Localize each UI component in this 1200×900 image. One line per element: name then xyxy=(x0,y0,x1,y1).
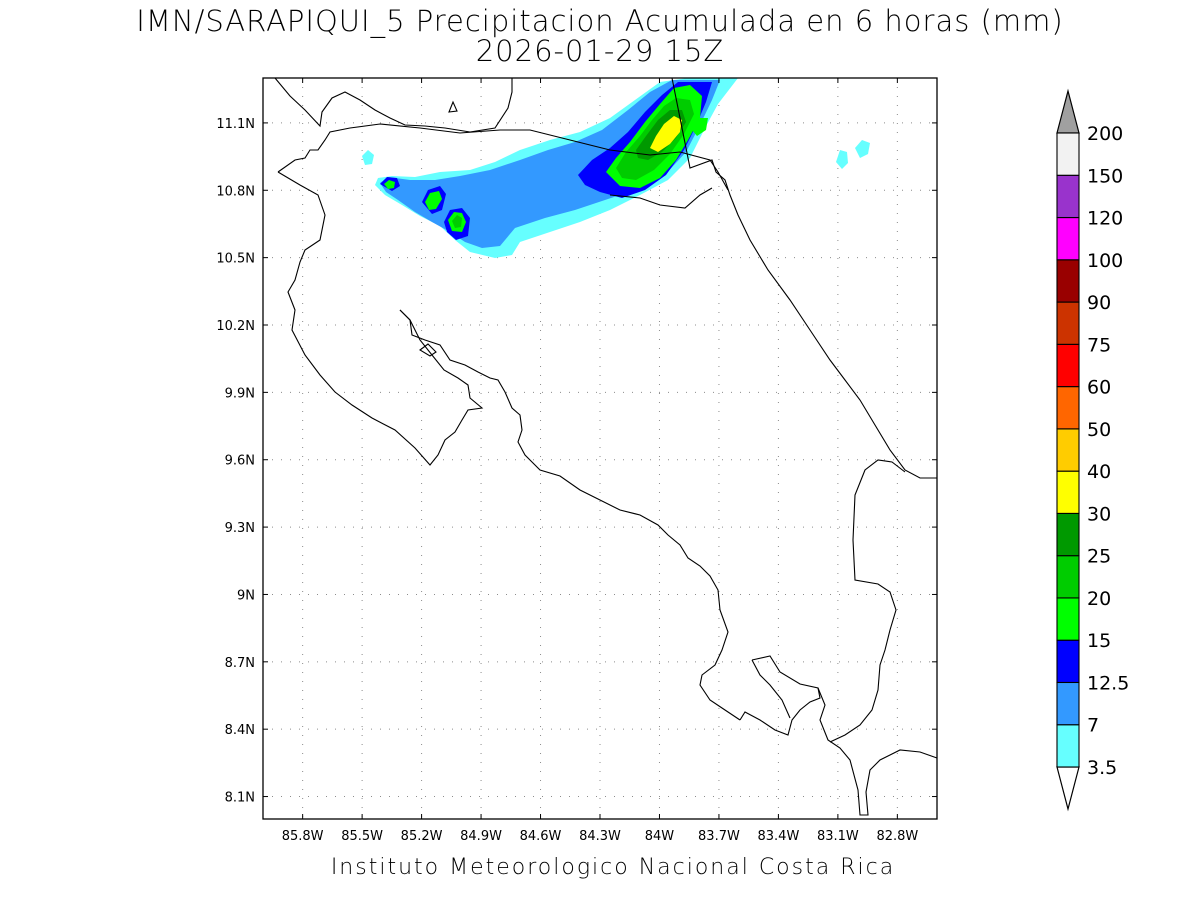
lon-tick-label: 85.5W xyxy=(341,829,383,844)
northeast-coast xyxy=(671,77,937,479)
lon-tick-label: 85.8W xyxy=(282,829,324,844)
lat-tick-label: 10.5N xyxy=(216,252,255,267)
colorbar-boxes xyxy=(1056,88,1080,812)
lake-island xyxy=(448,100,458,113)
colorbar-label: 40 xyxy=(1087,461,1111,483)
lon-tick-label: 83.1W xyxy=(817,829,859,844)
precip-contour-20-b xyxy=(452,215,462,228)
lat-tick-label: 8.1N xyxy=(225,791,255,806)
precip-contour-30 xyxy=(650,116,682,152)
colorbar-label: 60 xyxy=(1087,377,1111,399)
colorbar-label: 20 xyxy=(1087,588,1111,610)
precip-contour-3.5-d xyxy=(855,140,870,158)
lat-tick-label: 9.9N xyxy=(225,386,255,401)
colorbar-box xyxy=(1056,512,1080,557)
map-title: IMN/SARAPIQUI_5 Precipitacion Acumulada … xyxy=(136,4,1064,38)
colorbar-box xyxy=(1056,343,1080,388)
colorbar-box xyxy=(1056,681,1080,726)
colorbar-box xyxy=(1056,639,1080,684)
osa-peninsula xyxy=(739,655,821,736)
precip-contour-15-b xyxy=(425,191,442,210)
colorbar-label: 12.5 xyxy=(1087,672,1129,694)
lon-tick-label: 84.9W xyxy=(460,829,502,844)
colorbar-under-arrow xyxy=(1056,766,1080,812)
precip-contour-15-e xyxy=(692,118,708,136)
colorbar-box xyxy=(1056,724,1080,768)
colorbar-box xyxy=(1056,470,1080,514)
colorbar-box xyxy=(1056,132,1080,176)
map-axis-labels: 85.8W 85.5W 85.2W 84.9W 84.6W 84.3W 84W 83.7W 83… xyxy=(216,78,937,844)
colorbar-label: 7 xyxy=(1087,715,1099,737)
colorbar-label: 150 xyxy=(1087,165,1123,187)
coastline-layer xyxy=(274,77,938,816)
lon-tick-label: 85.2W xyxy=(401,829,443,844)
lat-tick-label: 9N xyxy=(237,588,255,603)
southern-border xyxy=(817,687,938,816)
colorbar-labels: 3.5 7 12.5 15 20 25 30 40 50 60 75 90 100 120 150 200 xyxy=(1087,123,1129,779)
colorbar-box xyxy=(1056,428,1080,472)
lat-tick-label: 11.1N xyxy=(216,117,255,132)
lon-tick-label: 84.3W xyxy=(579,829,621,844)
colorbar-box xyxy=(1056,216,1080,261)
colorbar-label: 200 xyxy=(1087,123,1123,145)
map-valid-time: 2026-01-29 15Z xyxy=(475,34,725,68)
lat-tick-label: 10.8N xyxy=(216,184,255,199)
colorbar-label: 30 xyxy=(1087,503,1111,525)
panama-border-north xyxy=(829,459,906,743)
nicaragua-lake-shore xyxy=(274,77,513,133)
precip-contour-7 xyxy=(380,80,720,248)
lat-tick-label: 8.7N xyxy=(225,656,255,671)
golfo-dulce xyxy=(751,659,791,719)
gulf-nicoya-island xyxy=(419,343,437,357)
precip-contour-3.5-c xyxy=(836,150,848,169)
pacific-coast-guanacaste xyxy=(277,171,484,466)
colorbar-label: 25 xyxy=(1087,546,1111,568)
colorbar-over-arrow xyxy=(1056,88,1080,134)
precip-contour-15-d xyxy=(384,180,395,189)
lat-tick-label: 10.2N xyxy=(216,319,255,334)
north-border xyxy=(277,123,729,191)
precip-contour-3.5-b xyxy=(362,150,374,165)
colorbar-label: 75 xyxy=(1087,334,1111,356)
colorbar-box xyxy=(1056,597,1080,641)
colorbar-box xyxy=(1056,555,1080,599)
lon-tick-label: 82.8W xyxy=(876,829,918,844)
colorbar-box xyxy=(1056,259,1080,303)
lat-tick-label: 9.6N xyxy=(225,454,255,469)
colorbar-label: 120 xyxy=(1087,208,1123,230)
lon-tick-label: 83.7W xyxy=(698,829,740,844)
credit-footer: Instituto Meteorologico Nacional Costa R… xyxy=(330,855,896,880)
lat-tick-label: 9.3N xyxy=(225,521,255,536)
colorbar-label: 3.5 xyxy=(1087,757,1117,779)
gulf-nicoya-shore xyxy=(399,309,741,721)
colorbar-box xyxy=(1056,386,1080,430)
lat-tick-label: 8.4N xyxy=(225,723,255,738)
lon-tick-label: 83.4W xyxy=(758,829,800,844)
colorbar-label: 15 xyxy=(1087,630,1111,652)
lon-tick-label: 84W xyxy=(645,829,675,844)
colorbar-box xyxy=(1056,174,1080,219)
northern-border-east xyxy=(609,187,713,209)
colorbar-label: 100 xyxy=(1087,250,1123,272)
lon-tick-label: 84.6W xyxy=(520,829,562,844)
colorbar-label: 90 xyxy=(1087,292,1111,314)
colorbar-box xyxy=(1056,301,1080,345)
colorbar-label: 50 xyxy=(1087,419,1111,441)
